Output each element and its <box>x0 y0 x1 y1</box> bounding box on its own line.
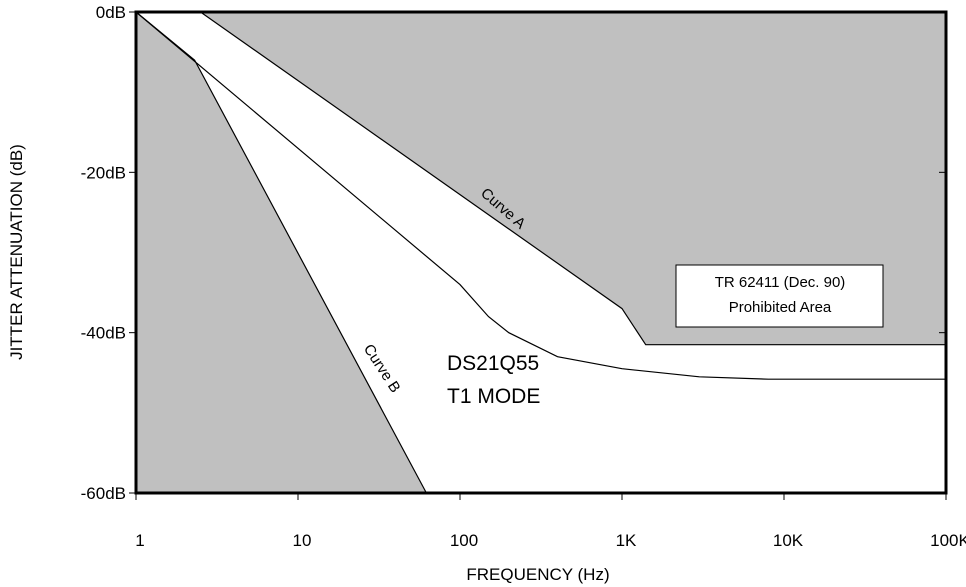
y-tick-label: 0dB <box>96 3 126 22</box>
prohibited-area-box <box>675 264 884 328</box>
ticks-layer: 0dB -20dB -40dB -60dB 1 10 100 1K 10K 100K <box>81 3 966 550</box>
mode-text: T1 MODE <box>447 385 540 408</box>
prohibited-region-a <box>200 12 946 345</box>
x-tick-label: 100 <box>450 531 478 550</box>
prohibited-area-subtitle: Prohibited Area <box>729 299 832 316</box>
ds21q55-response-line <box>135 11 946 380</box>
prohibited-region-b <box>136 12 427 493</box>
frame-layer <box>134 10 948 495</box>
x-tick-label: 10 <box>293 531 312 550</box>
y-tick-label: -40dB <box>81 324 126 343</box>
y-tick-label: -60dB <box>81 484 126 503</box>
x-axis-title: FREQUENCY (Hz) <box>466 565 609 584</box>
prohibited-area-title: TR 62411 (Dec. 90) <box>715 274 846 291</box>
plot-frame <box>134 10 948 495</box>
curves-layer <box>135 11 946 494</box>
shading-layer <box>136 12 946 493</box>
device-name-text: DS21Q55 <box>447 352 539 375</box>
x-tick-label: 1 <box>135 531 144 550</box>
x-tick-label: 10K <box>773 531 804 550</box>
curve-a-line <box>200 11 946 346</box>
x-tick-label: 100K <box>930 531 966 550</box>
y-tick-label: -20dB <box>81 163 126 182</box>
y-axis-title: JITTER ATTENUATION (dB) <box>7 144 26 360</box>
x-tick-label: 1K <box>616 531 637 550</box>
